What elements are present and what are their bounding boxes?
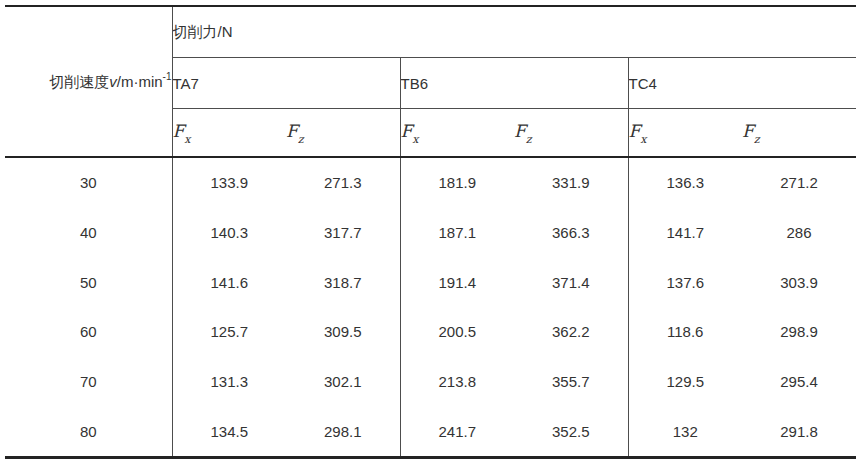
value-cell: 133.9 [172,157,286,208]
value-cell: 303.9 [742,257,856,307]
table-row: 70 131.3 302.1 213.8 355.7 129.5 295.4 [5,357,856,407]
tc4-fz-header: Fz [742,109,856,158]
table-row: 60 125.7 309.5 200.5 362.2 118.6 298.9 [5,307,856,357]
force-symbol: F [629,121,641,141]
value-cell: 271.3 [286,157,400,208]
value-cell: 271.2 [742,157,856,208]
material-header-tc4: TC4 [628,58,856,109]
force-subscript: x [412,133,418,146]
force-symbol: F [401,121,413,141]
value-cell: 291.8 [742,406,856,457]
table-row: 80 134.5 298.1 241.7 352.5 132 291.8 [5,406,856,457]
value-cell: 241.7 [400,406,514,457]
value-cell: 137.6 [628,257,742,307]
value-cell: 295.4 [742,357,856,407]
force-symbol: F [173,121,185,141]
value-cell: 366.3 [514,208,628,258]
value-cell: 187.1 [400,208,514,258]
value-cell: 355.7 [514,357,628,407]
value-cell: 302.1 [286,357,400,407]
value-cell: 140.3 [172,208,286,258]
value-cell: 362.2 [514,307,628,357]
force-subscript: x [184,133,190,146]
value-cell: 118.6 [628,307,742,357]
value-cell: 136.3 [628,157,742,208]
ta7-fx-header: Fx [172,109,286,158]
speed-exponent: -1 [163,71,172,82]
speed-column-header: 切削速度v/m·min-1 [5,6,172,157]
tb6-fx-header: Fx [400,109,514,158]
value-cell: 141.6 [172,257,286,307]
force-unit-header: 切削力/N [172,6,856,58]
force-subscript: z [526,133,532,146]
speed-cell: 40 [5,208,172,258]
value-cell: 134.5 [172,406,286,457]
speed-header-prefix: 切削速度 [49,73,109,90]
value-cell: 191.4 [400,257,514,307]
table-row: 50 141.6 318.7 191.4 371.4 137.6 303.9 [5,257,856,307]
value-cell: 371.4 [514,257,628,307]
force-symbol: F [742,121,754,141]
value-cell: 309.5 [286,307,400,357]
force-subscript: z [298,133,304,146]
ta7-fz-header: Fz [286,109,400,158]
value-cell: 298.9 [742,307,856,357]
material-header-ta7: TA7 [172,58,400,109]
speed-cell: 60 [5,307,172,357]
speed-cell: 70 [5,357,172,407]
value-cell: 298.1 [286,406,400,457]
cutting-force-table: 切削速度v/m·min-1 切削力/N TA7 TB6 TC4 Fx Fz Fx… [5,5,856,459]
value-cell: 318.7 [286,257,400,307]
speed-cell: 80 [5,406,172,457]
force-subscript: z [754,133,760,146]
value-cell: 200.5 [400,307,514,357]
header-row-force: 切削速度v/m·min-1 切削力/N [5,6,856,58]
force-symbol: F [286,121,298,141]
table-row: 30 133.9 271.3 181.9 331.9 136.3 271.2 [5,157,856,208]
tc4-fx-header: Fx [628,109,742,158]
value-cell: 352.5 [514,406,628,457]
value-cell: 213.8 [400,357,514,407]
material-header-tb6: TB6 [400,58,628,109]
value-cell: 125.7 [172,307,286,357]
speed-cell: 50 [5,257,172,307]
table-row: 40 140.3 317.7 187.1 366.3 141.7 286 [5,208,856,258]
force-symbol: F [514,121,526,141]
value-cell: 131.3 [172,357,286,407]
tb6-fz-header: Fz [514,109,628,158]
value-cell: 317.7 [286,208,400,258]
value-cell: 141.7 [628,208,742,258]
value-cell: 181.9 [400,157,514,208]
value-cell: 132 [628,406,742,457]
value-cell: 331.9 [514,157,628,208]
value-cell: 129.5 [628,357,742,407]
speed-symbol: v [109,73,117,90]
speed-unit: /m·min [117,73,163,90]
force-subscript: x [640,133,646,146]
speed-cell: 30 [5,157,172,208]
value-cell: 286 [742,208,856,258]
